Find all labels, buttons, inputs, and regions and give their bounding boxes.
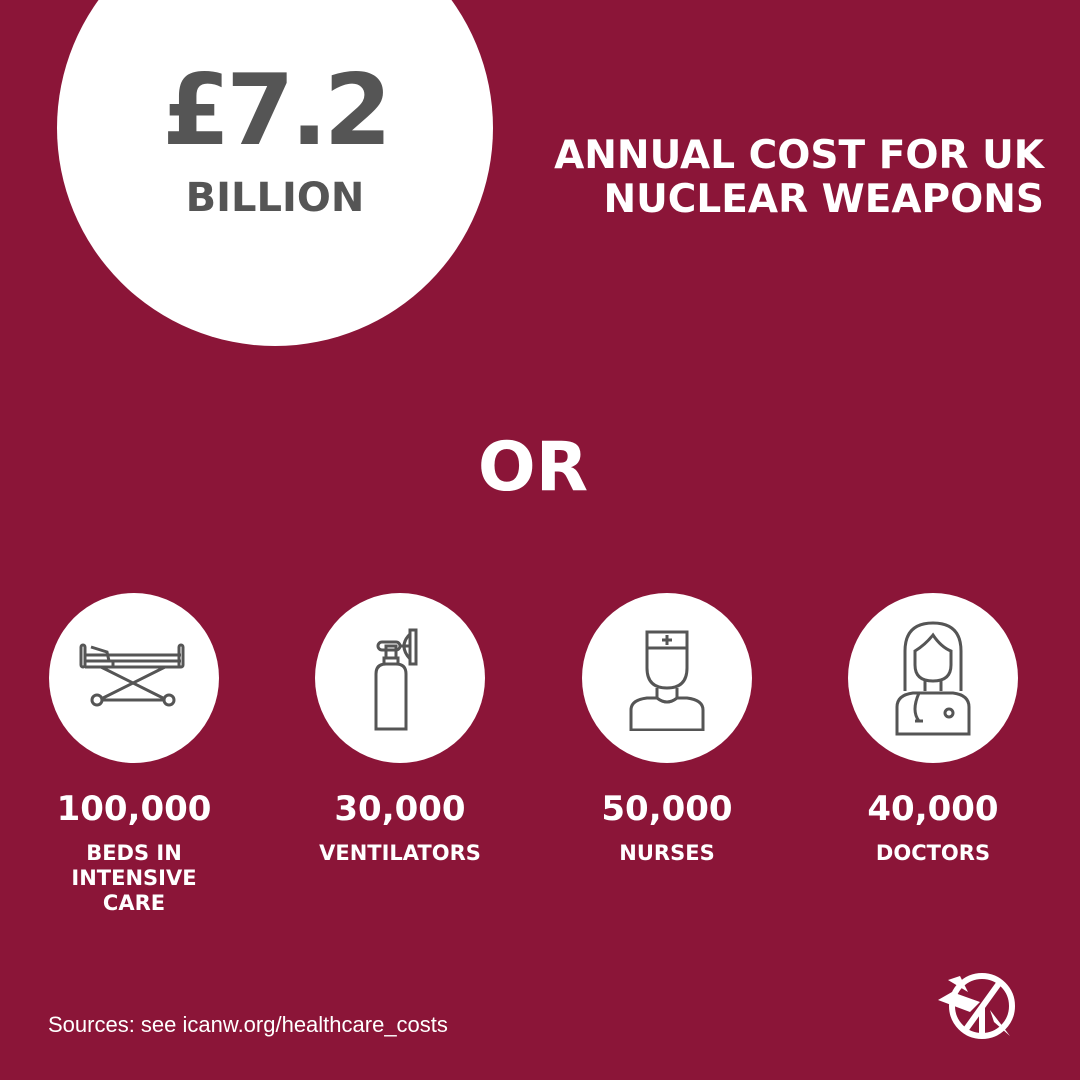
- item-doctors: 40,000 DOCTORS: [823, 593, 1043, 866]
- hero-circle: [57, 0, 493, 346]
- item-ventilators: 30,000 VENTILATORS: [290, 593, 510, 866]
- nurse-icon: [582, 593, 752, 763]
- or-separator: OR: [477, 428, 589, 507]
- item-value: 50,000: [601, 789, 733, 829]
- item-label: VENTILATORS: [319, 841, 481, 865]
- hospital-bed-icon: [49, 593, 219, 763]
- sources-prefix: Sources: see: [48, 1012, 177, 1037]
- item-label: DOCTORS: [875, 841, 991, 865]
- item-value: 40,000: [867, 789, 999, 829]
- cost-unit: BILLION: [185, 175, 365, 221]
- ican-logo-icon: [930, 962, 1025, 1046]
- item-nurses: 50,000 NURSES: [557, 593, 777, 866]
- item-value: 30,000: [334, 789, 466, 829]
- item-value: 100,000: [56, 789, 212, 829]
- sources-note: Sources: see icanw.org/healthcare_costs: [48, 1012, 448, 1038]
- item-beds: 100,000 BEDS IN INTENSIVE CARE: [24, 593, 244, 916]
- headline-line-1: ANNUAL COST FOR UK: [554, 133, 1044, 178]
- doctor-icon: [848, 593, 1018, 763]
- headline-line-2: NUCLEAR WEAPONS: [603, 177, 1044, 222]
- cost-amount: £7.2: [162, 54, 392, 168]
- ventilator-icon: [315, 593, 485, 763]
- item-label: NURSES: [619, 841, 715, 865]
- item-label: BEDS IN INTENSIVE CARE: [71, 841, 197, 915]
- headline: ANNUAL COST FOR UK NUCLEAR WEAPONS: [554, 134, 1044, 222]
- sources-link[interactable]: icanw.org/healthcare_costs: [182, 1012, 448, 1037]
